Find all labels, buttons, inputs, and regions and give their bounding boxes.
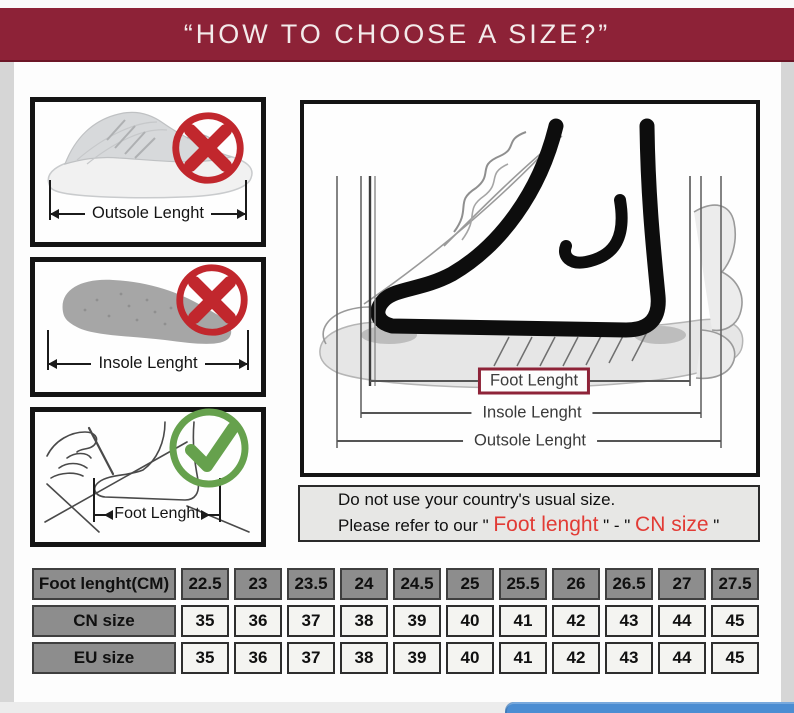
top-margin: [0, 0, 794, 8]
table-cell: 35: [181, 642, 229, 674]
table-cell: 25.5: [499, 568, 547, 600]
table-cell: 42: [552, 642, 600, 674]
outsole-length-label: Outsole Lenght: [92, 203, 204, 222]
size-table: Foot lenght(CM) 22.5 23 23.5 24 24.5 25 25.5 26 2…: [32, 568, 760, 674]
measure-tick: [93, 478, 95, 522]
insole-illustration: [62, 279, 232, 344]
table-cell: 22.5: [181, 568, 229, 600]
table-cell: 23: [234, 568, 282, 600]
notice-line2-prefix: Please refer to our ": [338, 515, 494, 535]
table-cell: 35: [181, 605, 229, 637]
measure-tick: [247, 330, 249, 370]
table-row: Foot lenght(CM) 22.5 23 23.5 24 24.5 25 25.5 26 2…: [32, 568, 760, 600]
table-cell: 45: [711, 642, 759, 674]
table-cell: 27: [658, 568, 706, 600]
table-cell: 36: [234, 642, 282, 674]
table-cell: 26: [552, 568, 600, 600]
banner: “HOW TO CHOOSE A SIZE?”: [0, 8, 794, 62]
bottom-blue-bar[interactable]: [505, 702, 794, 713]
check-mark-icon: [163, 402, 255, 494]
notice-line2-mid: " - ": [598, 515, 636, 535]
foot-length-label: Foot Lenght: [114, 505, 200, 522]
insole-length-label: Insole Lenght: [98, 353, 198, 372]
insole-length-label: Insole Lenght: [471, 403, 593, 423]
table-cell: 24: [340, 568, 388, 600]
panel-outsole-wrong: Outsole Lenght: [30, 97, 266, 247]
table-row-header: Foot lenght(CM): [32, 568, 176, 600]
outsole-measure: Outsole Lenght: [49, 180, 248, 234]
table-cell: 24.5: [393, 568, 441, 600]
arrow-line-right: [200, 510, 219, 520]
panel-insole-wrong: Insole Lenght: [30, 257, 266, 397]
notice-line2: Please refer to our " Foot lenght " - " …: [338, 511, 758, 538]
measure-tick: [49, 180, 51, 220]
table-cell: 43: [605, 605, 653, 637]
arrow-line-right: [204, 359, 249, 369]
measure-tick: [47, 330, 49, 370]
table-cell: 23.5: [287, 568, 335, 600]
table-cell: 37: [287, 642, 335, 674]
arrow-line-left: [47, 359, 92, 369]
table-cell: 38: [340, 605, 388, 637]
table-cell: 42: [552, 605, 600, 637]
notice-foot-length: Foot lenght: [493, 512, 599, 536]
arrow-line-left: [95, 510, 114, 520]
measure-tick: [219, 478, 221, 522]
notice-line2-suffix: ": [708, 515, 720, 535]
table-cell: 39: [393, 642, 441, 674]
banner-title: “HOW TO CHOOSE A SIZE?”: [183, 18, 611, 49]
table-cell: 40: [446, 605, 494, 637]
table-cell: 39: [393, 605, 441, 637]
table-cell: 25: [446, 568, 494, 600]
table-cell: 45: [711, 605, 759, 637]
table-row: EU size 35 36 37 38 39 40 41 42 43 44 45: [32, 642, 760, 674]
notice-box: Do not use your country's usual size. Pl…: [298, 485, 760, 542]
bottom-margin: [0, 702, 794, 713]
measure-tick: [245, 180, 248, 220]
table-cell: 26.5: [605, 568, 653, 600]
table-cell: 38: [340, 642, 388, 674]
outsole-length-label: Outsole Lenght: [463, 431, 597, 451]
insole-measure: Insole Lenght: [47, 330, 249, 384]
panel-foot-correct: Foot Lenght: [30, 407, 266, 547]
measuring-foot-sketch: [44, 421, 250, 533]
table-cell: 41: [499, 605, 547, 637]
table-row-header: EU size: [32, 642, 176, 674]
arrow-line-right: [210, 209, 247, 219]
table-cell: 36: [234, 605, 282, 637]
notice-line1: Do not use your country's usual size.: [338, 489, 616, 509]
measurement-diagram: Foot Lenght Insole Lenght Outsole Lenght: [300, 100, 760, 477]
notice-cn-size: CN size: [635, 512, 709, 536]
table-cell: 37: [287, 605, 335, 637]
table-cell: 40: [446, 642, 494, 674]
table-cell: 43: [605, 642, 653, 674]
x-mark-icon: [167, 107, 249, 189]
x-mark-icon: [171, 259, 253, 341]
table-cell: 41: [499, 642, 547, 674]
table-row: CN size 35 36 37 38 39 40 41 42 43 44 45: [32, 605, 760, 637]
foot-length-tag: Foot Lenght: [477, 367, 591, 395]
table-row-header: CN size: [32, 605, 176, 637]
table-cell: 44: [658, 642, 706, 674]
foot-measure: Foot Lenght: [93, 478, 221, 537]
foot-in-shoe-illustration: [319, 118, 744, 448]
table-cell: 27.5: [711, 568, 759, 600]
arrow-line-left: [49, 209, 86, 219]
table-cell: 44: [658, 605, 706, 637]
